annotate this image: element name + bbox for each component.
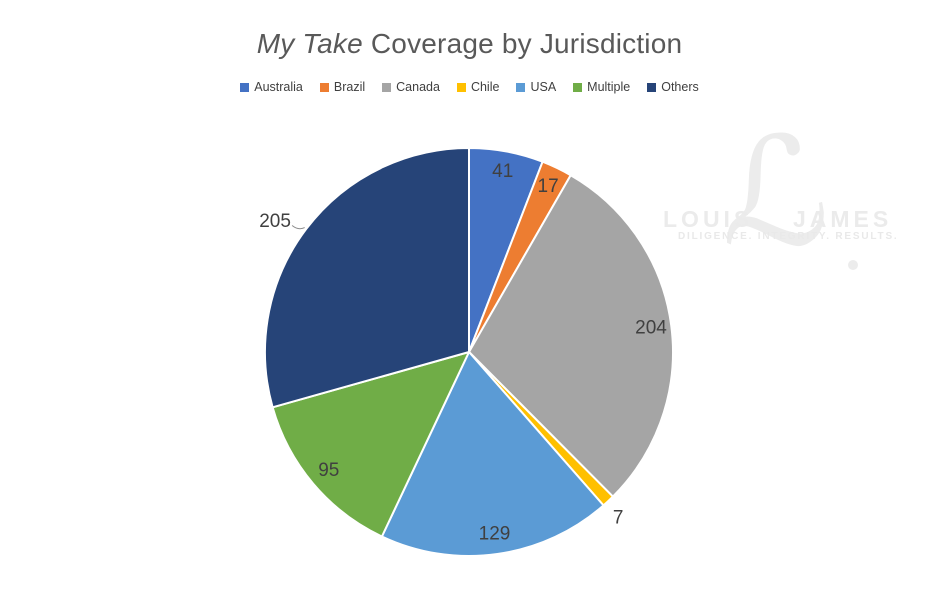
legend-item-multiple: Multiple [573,80,630,94]
legend-item-others: Others [647,80,699,94]
data-label-multiple: 95 [318,460,339,481]
pie-slice-others [263,147,470,409]
legend-swatch-icon [382,82,392,92]
legend-label: Multiple [587,80,631,94]
chart-title-rest: Coverage by Jurisdiction [362,28,683,59]
legend-label: Australia [254,80,303,94]
pie-slice-usa [380,351,605,557]
pie-slice-multiple [271,351,470,538]
legend-item-canada: Canada [382,80,440,94]
data-label-usa: 129 [479,523,511,544]
data-label-canada: 204 [635,318,667,339]
legend-swatch-icon [240,82,250,92]
data-label-australia: 41 [492,161,513,182]
legend-swatch-icon [647,82,657,92]
legend-item-australia: Australia [240,80,303,94]
data-label-brazil: 17 [538,176,559,197]
legend-swatch-icon [516,82,526,92]
pie-slice-canada [468,174,674,498]
chart-title-italic: My Take [256,28,363,59]
legend-swatch-icon [573,82,583,92]
legend-swatch-icon [319,82,329,92]
legend-swatch-icon [456,82,466,92]
chart-title: My Take Coverage by Jurisdiction [0,28,939,60]
legend: Australia Brazil Canada Chile USA Multiple Oth… [0,80,939,94]
legend-item-chile: Chile [456,80,500,94]
legend-item-usa: USA [516,80,556,94]
legend-label: Brazil [333,80,366,94]
legend-label: Canada [396,80,440,94]
legend-label: USA [530,80,557,94]
label-leader-line [291,225,305,230]
legend-item-brazil: Brazil [319,80,366,94]
legend-label: Chile [470,80,500,94]
data-label-others: 205 [259,211,291,232]
data-label-chile: 7 [613,507,624,528]
legend-label: Others [661,80,699,94]
